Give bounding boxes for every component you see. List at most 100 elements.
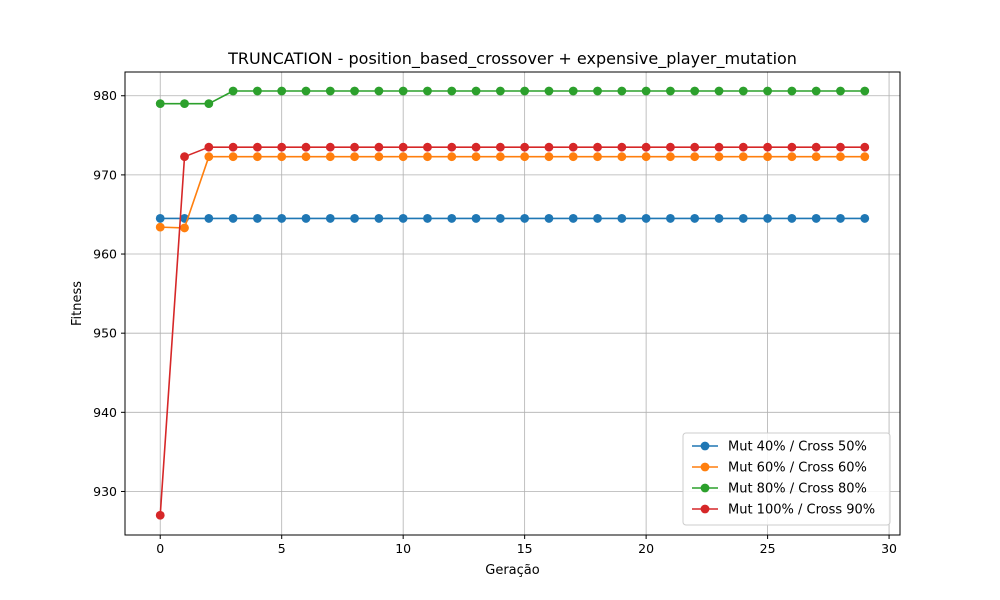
x-tick-label: 25 (760, 541, 776, 556)
data-point (641, 214, 651, 223)
data-point (277, 152, 287, 162)
data-point (787, 152, 797, 162)
data-point (447, 152, 457, 162)
data-point (763, 152, 772, 162)
data-point (738, 86, 748, 96)
x-tick-label: 10 (395, 541, 411, 556)
data-point (520, 152, 530, 162)
data-point (836, 142, 845, 152)
data-point (253, 86, 262, 96)
data-point (544, 142, 554, 152)
data-point (617, 152, 627, 162)
data-point (617, 214, 627, 223)
legend-label: Mut 60% / Cross 60% (728, 461, 867, 476)
data-point (811, 142, 821, 152)
series-4 (155, 142, 870, 520)
data-point (520, 214, 530, 223)
legend-label: Mut 80% / Cross 80% (728, 482, 867, 497)
data-point (811, 152, 821, 162)
data-point (471, 86, 481, 96)
data-point (763, 142, 772, 152)
data-point (374, 152, 384, 162)
x-axis: 0 5 10 15 20 25 30 (156, 535, 897, 556)
data-point (471, 152, 481, 162)
data-point (253, 214, 262, 223)
data-point (228, 142, 238, 152)
data-point (690, 142, 700, 152)
data-point (180, 99, 189, 109)
data-point (423, 142, 432, 152)
data-point (301, 214, 311, 223)
data-point (228, 86, 238, 96)
legend-marker (700, 483, 710, 493)
y-tick-label: 980 (93, 88, 117, 103)
x-tick-label: 30 (881, 541, 897, 556)
data-point (301, 142, 311, 152)
data-point (714, 142, 724, 152)
data-point (447, 142, 457, 152)
data-point (763, 214, 772, 223)
data-point (277, 86, 287, 96)
data-point (860, 142, 870, 152)
data-point (520, 86, 530, 96)
data-point (155, 222, 165, 232)
data-point (253, 152, 262, 162)
data-point (617, 86, 627, 96)
data-point (738, 152, 748, 162)
data-point (204, 152, 214, 162)
x-tick-label: 15 (517, 541, 533, 556)
y-tick-label: 940 (93, 405, 117, 420)
data-point (495, 214, 505, 223)
data-point (301, 86, 311, 96)
data-point (860, 86, 870, 96)
data-point (471, 142, 481, 152)
data-point (811, 214, 821, 223)
data-point (641, 86, 651, 96)
data-point (836, 86, 845, 96)
data-point (641, 142, 651, 152)
data-point (690, 214, 700, 223)
x-tick-label: 0 (156, 541, 164, 556)
data-point (666, 214, 675, 223)
y-tick-label: 960 (93, 247, 117, 262)
data-point (593, 142, 602, 152)
y-axis: 930 940 950 960 970 980 (93, 88, 125, 499)
data-point (180, 223, 189, 233)
data-point (666, 86, 675, 96)
data-point (228, 214, 238, 223)
data-point (423, 214, 432, 223)
data-point (277, 142, 287, 152)
legend-item: Mut 80% / Cross 80% (692, 482, 867, 497)
data-point (398, 152, 408, 162)
data-point (228, 152, 238, 162)
data-point (301, 152, 311, 162)
y-tick-label: 970 (93, 167, 117, 182)
data-point (447, 86, 457, 96)
legend-marker (700, 441, 710, 451)
data-point (495, 86, 505, 96)
data-point (325, 152, 335, 162)
data-point (398, 86, 408, 96)
x-tick-label: 20 (638, 541, 654, 556)
data-point (568, 86, 578, 96)
data-point (471, 214, 481, 223)
plot-frame (124, 71, 901, 536)
data-point (155, 510, 165, 520)
data-point (423, 86, 432, 96)
data-point (204, 99, 214, 109)
y-tick-label: 930 (93, 484, 117, 499)
data-point (204, 214, 214, 223)
data-point (253, 142, 262, 152)
data-point (738, 142, 748, 152)
legend-item: Mut 40% / Cross 50% (692, 440, 867, 455)
data-point (325, 86, 335, 96)
data-point (374, 86, 384, 96)
data-point (811, 86, 821, 96)
data-point (374, 214, 384, 223)
data-point (836, 152, 845, 162)
data-point (860, 152, 870, 162)
chart-title: TRUNCATION - position_based_crossover + … (227, 49, 797, 69)
data-point (155, 214, 165, 223)
data-point (568, 152, 578, 162)
data-point (350, 86, 359, 96)
